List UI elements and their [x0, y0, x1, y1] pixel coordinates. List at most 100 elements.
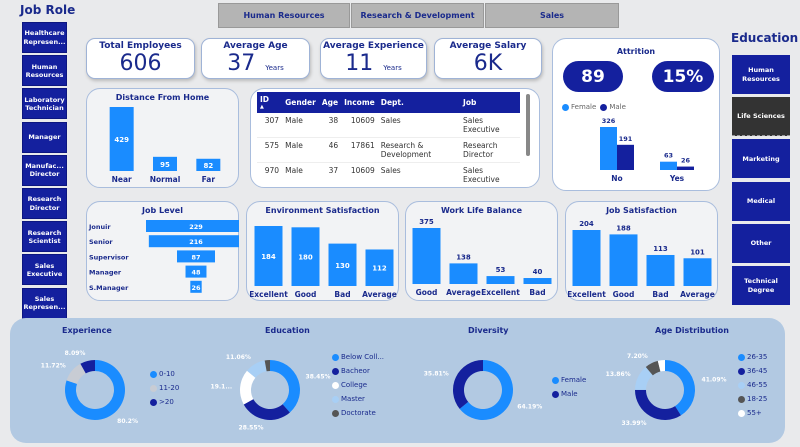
table-scrollbar[interactable] [526, 94, 530, 156]
column-header-id[interactable]: ID ▲ [257, 92, 283, 113]
donut-slice-0[interactable] [270, 360, 301, 413]
donut-slice-3[interactable] [247, 360, 267, 378]
table-cell: 38 [318, 113, 342, 138]
bar-bad[interactable] [646, 254, 675, 286]
legend-item[interactable]: 11-20 [150, 384, 179, 392]
education-item-0[interactable]: Human Resources [732, 55, 790, 94]
legend-item[interactable]: 18-25 [738, 395, 767, 403]
funnel-bar-0[interactable] [146, 220, 239, 232]
legend-item[interactable]: 55+ [738, 409, 767, 417]
donut-percent-label: 11.06% [226, 354, 251, 361]
funnel-value-label: 229 [189, 223, 203, 231]
bar-excellent[interactable] [486, 276, 515, 284]
bar-far[interactable] [196, 158, 221, 171]
bar-average[interactable] [683, 258, 712, 286]
donut-slice-1[interactable] [66, 363, 86, 384]
legend-label: 55+ [747, 409, 762, 417]
legend-item[interactable]: 36-45 [738, 367, 767, 375]
legend-dot-icon [332, 395, 339, 403]
bar-good[interactable] [291, 227, 320, 286]
donut-slice-2[interactable] [80, 360, 95, 374]
job-role-item-8[interactable]: Sales Represen... [22, 287, 67, 319]
bar-average[interactable] [449, 263, 478, 284]
attrition-bar-no-male[interactable] [617, 144, 634, 170]
job-role-item-0[interactable]: Healthcare Represen... [22, 22, 67, 53]
column-header-dept[interactable]: Dept. [377, 92, 461, 113]
job-role-item-1[interactable]: Human Resources [22, 55, 67, 87]
job-role-item-7[interactable]: Sales Executive [22, 254, 67, 286]
tab-department-2[interactable]: Sales [485, 3, 619, 28]
table-row[interactable]: 307 Male 38 10609 Sales Sales Executive [257, 113, 520, 138]
donut-slice-2[interactable] [240, 370, 256, 405]
legend-item[interactable]: Below Coll... [332, 353, 384, 361]
job-role-item-4[interactable]: Manufac... Director [22, 154, 67, 186]
donut-slice-4[interactable] [264, 360, 270, 372]
donut-slice-1[interactable] [453, 360, 483, 409]
bar-bad[interactable] [328, 243, 357, 286]
funnel-bar-2[interactable] [177, 250, 215, 263]
legend-item[interactable]: 0-10 [150, 370, 179, 378]
tab-department-1[interactable]: Research & Development [351, 3, 484, 28]
legend-label: 11-20 [159, 384, 180, 392]
donut-slice-0[interactable] [65, 360, 125, 420]
table-row[interactable]: 970 Male 37 10609 Sales Sales Executive [257, 162, 520, 184]
job-role-item-6[interactable]: Research Scientist [22, 221, 67, 253]
bar-good[interactable] [412, 228, 441, 284]
legend-item[interactable]: Bacheor [332, 367, 384, 375]
donut-slice-0[interactable] [459, 360, 513, 420]
education-item-4[interactable]: Other [732, 223, 790, 263]
bar-bad[interactable] [523, 278, 552, 284]
job-role-item-5[interactable]: Research Director [22, 188, 67, 219]
donut-title-diversity: Diversity [468, 326, 509, 335]
donut-slice-1[interactable] [635, 389, 681, 420]
donut-slice-1[interactable] [243, 399, 290, 420]
donut-legend: 0-10 11-20 >20 [150, 370, 179, 412]
attrition-bar-yes-female[interactable] [660, 161, 677, 170]
education-item-2[interactable]: Marketing [732, 139, 790, 179]
tab-department-0[interactable]: Human Resources [218, 3, 350, 28]
bar-excellent[interactable] [572, 230, 601, 286]
donut-slice-2[interactable] [635, 366, 653, 390]
bar-average[interactable] [365, 249, 394, 286]
attrition-bar-no-female[interactable] [600, 127, 617, 170]
legend-dot-icon [332, 367, 339, 375]
education-item-5[interactable]: Technical Degree [732, 266, 790, 305]
funnel-bar-3[interactable] [185, 265, 207, 278]
education-item-1[interactable]: Life Sciences [732, 97, 790, 137]
female-dot-icon [562, 103, 569, 111]
category-label: Good [295, 290, 317, 299]
employee-table-wrap[interactable]: ID ▲ Gender Age Income Dept. Job 307 Male 38 1060… [257, 92, 520, 184]
table-row[interactable]: 575 Male 46 17861 Research & Development Rese… [257, 137, 520, 163]
bar-excellent[interactable] [254, 226, 283, 286]
job-role-item-3[interactable]: Manager [22, 121, 67, 153]
legend-item[interactable]: College [332, 381, 384, 389]
donut-legend: 26-35 36-45 46-55 18-25 55+ [738, 353, 767, 423]
legend-item[interactable]: >20 [150, 398, 179, 406]
funnel-bar-4[interactable] [190, 280, 202, 293]
donut-slice-4[interactable] [657, 360, 665, 372]
bar-normal[interactable] [153, 156, 177, 171]
attrition-bar-yes-male[interactable] [677, 166, 694, 170]
bar-near[interactable] [109, 107, 134, 171]
table-cell: Sales Executive [460, 162, 520, 184]
legend-item[interactable]: 26-35 [738, 353, 767, 361]
kpi-card-0: Total Employees 606 [86, 38, 195, 79]
donut-slice-3[interactable] [645, 360, 661, 376]
column-header-job[interactable]: Job [460, 92, 520, 113]
education-item-3[interactable]: Medical [732, 181, 790, 221]
legend-item[interactable]: 46-55 [738, 381, 767, 389]
bottom-panel [10, 318, 785, 443]
legend-item[interactable]: Female [552, 376, 586, 384]
funnel-bar-1[interactable] [148, 235, 239, 248]
column-header-income[interactable]: Income [341, 92, 378, 113]
bar-good[interactable] [609, 234, 638, 286]
column-header-gender[interactable]: Gender [282, 92, 319, 113]
donut-slice-0[interactable] [665, 360, 695, 416]
legend-item[interactable]: Doctorate [332, 409, 384, 417]
column-header-age[interactable]: Age [318, 92, 342, 113]
legend-item[interactable]: Master [332, 395, 384, 403]
job-role-item-2[interactable]: Laboratory Technician [22, 88, 67, 120]
donut-education: 38.45% 28.55% 19.1... 11.06% [211, 354, 331, 431]
column-label: Gender [285, 98, 316, 107]
legend-item[interactable]: Male [552, 390, 586, 398]
